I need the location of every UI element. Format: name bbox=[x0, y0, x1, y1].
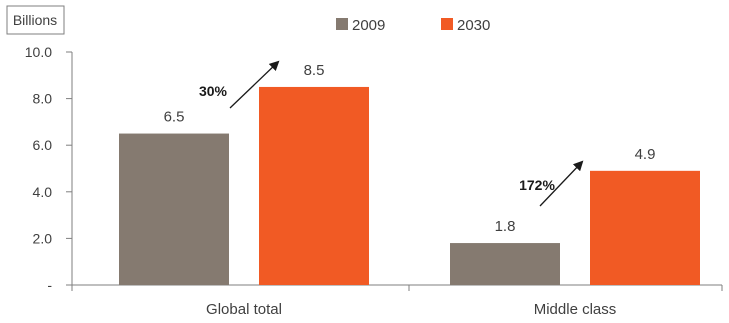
data-label: 6.5 bbox=[164, 109, 185, 126]
legend: 2009 2030 bbox=[336, 17, 490, 34]
bar-global-total-2009 bbox=[119, 133, 229, 285]
y-tick-label: 6.0 bbox=[33, 137, 53, 153]
y-tick-label: 10.0 bbox=[25, 44, 52, 60]
bar-global-total-2030 bbox=[259, 86, 369, 285]
data-label: 1.8 bbox=[495, 218, 516, 235]
y-axis-ticks: - 2.0 4.0 6.0 8.0 10.0 bbox=[25, 44, 72, 293]
y-tick-label: 4.0 bbox=[33, 184, 53, 200]
legend-label-2030: 2030 bbox=[457, 17, 490, 34]
growth-label-global-total: 30% bbox=[199, 83, 228, 99]
growth-arrow-middle-class bbox=[539, 160, 584, 207]
bars-group: 6.5 8.5 1.8 4.9 bbox=[119, 62, 700, 285]
bar-middle-class-2030 bbox=[590, 170, 700, 285]
y-tick-label: - bbox=[47, 277, 52, 293]
bar-middle-class-2009 bbox=[450, 243, 560, 285]
data-label: 8.5 bbox=[304, 62, 325, 79]
unit-label-box bbox=[6, 5, 65, 35]
y-tick-label: 2.0 bbox=[33, 230, 53, 246]
y-tick-label: 8.0 bbox=[33, 91, 53, 107]
growth-arrow-global-total bbox=[229, 60, 280, 109]
category-label-middle-class: Middle class bbox=[534, 301, 617, 318]
data-label: 4.9 bbox=[635, 146, 656, 163]
category-label-global-total: Global total bbox=[206, 301, 282, 318]
unit-label: Billions bbox=[13, 12, 57, 28]
growth-label-middle-class: 172% bbox=[519, 177, 555, 193]
legend-label-2009: 2009 bbox=[352, 17, 385, 34]
legend-swatch-2009 bbox=[336, 18, 348, 30]
legend-swatch-2030 bbox=[441, 18, 453, 30]
